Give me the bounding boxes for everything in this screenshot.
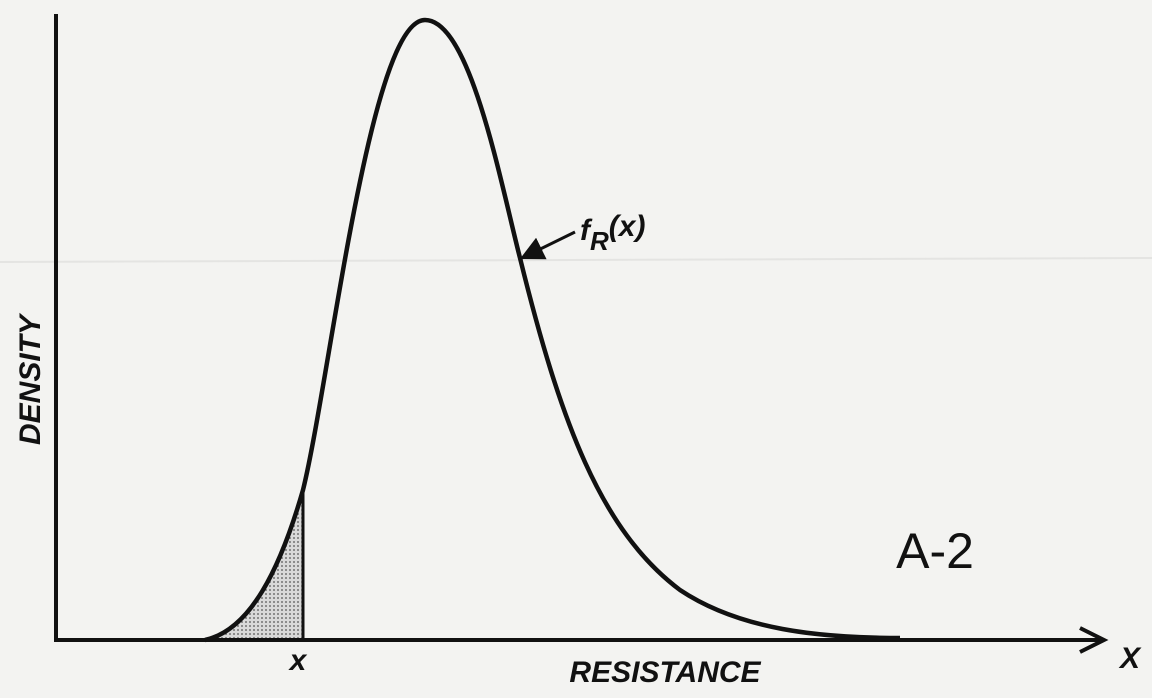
x-axis-arrow — [1079, 626, 1109, 654]
y-axis-label: DENSITY — [14, 312, 47, 445]
shaded-area — [205, 490, 303, 640]
scan-fold — [0, 257, 1152, 263]
x-marker-label: x — [288, 644, 308, 677]
density-curve — [204, 17, 901, 643]
curve-symbol: f — [580, 214, 593, 247]
curve-subscript: R — [590, 226, 609, 256]
figure-label: A-2 — [896, 523, 974, 579]
curve-label: fR(x) — [580, 210, 645, 256]
curve-argument: (x) — [609, 210, 646, 243]
label-pointer — [519, 230, 576, 260]
x-axis-end-label: X — [1118, 642, 1142, 675]
x-axis-label: RESISTANCE — [569, 656, 761, 689]
